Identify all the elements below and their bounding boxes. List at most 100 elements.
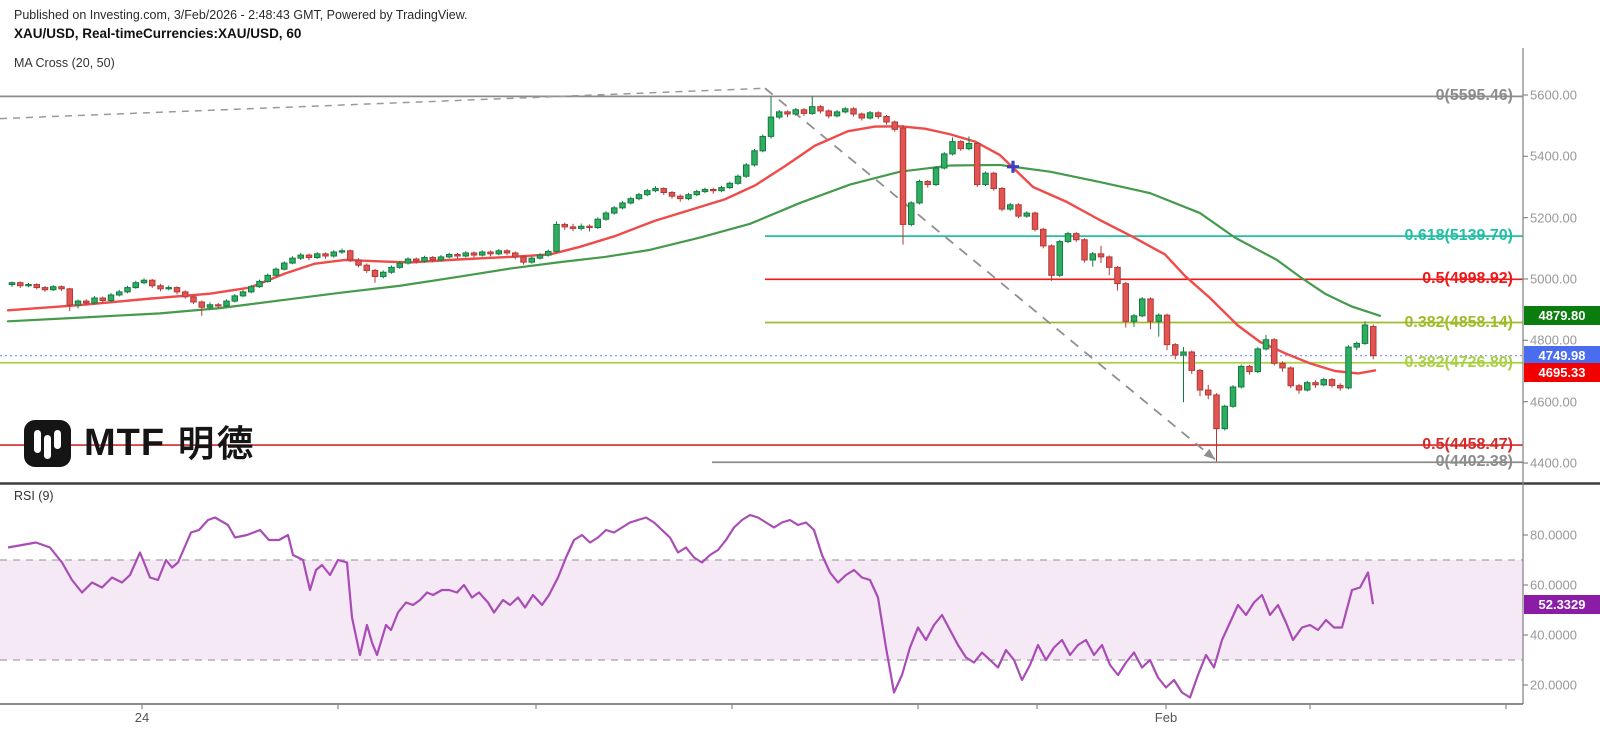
- time-axis[interactable]: [0, 704, 1523, 734]
- candle-body: [1040, 228, 1047, 247]
- candle-body: [371, 269, 379, 278]
- candle-body: [421, 257, 428, 262]
- candle-body: [1106, 256, 1113, 268]
- candle-body: [305, 254, 313, 259]
- candle-body: [512, 252, 519, 258]
- candle-body: [1337, 384, 1344, 389]
- candle-body: [949, 141, 956, 155]
- candle-body: [998, 188, 1006, 210]
- candle-body: [1015, 204, 1022, 217]
- candle-body: [446, 253, 453, 258]
- candle-body: [157, 285, 164, 290]
- candle-body: [545, 250, 552, 256]
- candle-body: [107, 294, 115, 301]
- x-axis-label: 24: [134, 710, 150, 725]
- candle-body: [1097, 253, 1105, 258]
- candle-body: [668, 192, 676, 197]
- candle-body: [825, 110, 832, 117]
- candle-body: [1345, 346, 1352, 389]
- candle-body: [784, 111, 791, 115]
- candle-body: [41, 287, 49, 291]
- candle-body: [957, 141, 964, 150]
- candle-body: [347, 250, 354, 261]
- candle-body: [561, 223, 568, 228]
- candle-body: [470, 252, 478, 256]
- candle-body: [206, 304, 214, 308]
- candle-body: [1229, 386, 1237, 407]
- candle-body: [974, 142, 981, 186]
- candle-body: [586, 225, 593, 228]
- candle-body: [1139, 298, 1146, 317]
- candle-body: [1007, 204, 1014, 210]
- candle-body: [652, 188, 659, 192]
- candle-body: [792, 109, 799, 115]
- candle-body: [74, 300, 82, 306]
- candle-body: [380, 271, 387, 278]
- candle-body: [1328, 379, 1336, 386]
- candle-body: [173, 287, 181, 293]
- trendline-arrowhead: [1203, 448, 1215, 460]
- candle-body: [1320, 379, 1327, 386]
- candle-body: [272, 268, 280, 276]
- candle-body: [1304, 382, 1311, 391]
- candle-body: [1295, 385, 1303, 391]
- candle-body: [454, 253, 461, 257]
- ma20-line[interactable]: [6, 125, 1377, 375]
- candle-body: [883, 115, 890, 123]
- candle-body: [644, 190, 651, 196]
- candle-body: [1130, 315, 1138, 322]
- candle-body: [611, 207, 618, 214]
- candle-body: [338, 250, 346, 253]
- candle-body: [182, 291, 189, 298]
- candle-body: [578, 225, 585, 229]
- candle-body: [693, 191, 700, 196]
- candle-body: [1056, 241, 1063, 276]
- candle-body: [33, 284, 40, 289]
- candle-body: [8, 282, 16, 286]
- ma-cross-label: MA Cross (20, 50): [14, 56, 115, 70]
- candle-body: [602, 212, 610, 220]
- candle-body: [388, 266, 395, 273]
- fib-level-label: 0.382(4858.14): [1404, 313, 1513, 331]
- price-axis[interactable]: [1523, 48, 1600, 704]
- candle-body: [116, 291, 123, 296]
- candle-body: [990, 172, 997, 190]
- candle-body: [99, 297, 106, 301]
- candle-body: [594, 218, 601, 228]
- candle-body: [726, 182, 733, 189]
- trendline-dashed[interactable]: [0, 87, 766, 120]
- candle-body: [91, 297, 98, 304]
- candle-body: [330, 251, 337, 257]
- candle-body: [239, 291, 247, 297]
- candle-body: [1238, 365, 1245, 388]
- candle-body: [809, 106, 816, 114]
- candle-body: [165, 287, 172, 290]
- candle-body: [842, 108, 849, 113]
- candle-body: [58, 286, 65, 290]
- logo-text-latin: MTF: [84, 422, 166, 464]
- candle-body: [932, 167, 940, 186]
- ma50-line[interactable]: [6, 163, 1382, 323]
- candle-body: [908, 202, 915, 225]
- candle-body: [776, 111, 783, 118]
- trendline-dashed[interactable]: [764, 87, 1216, 461]
- candle-body: [479, 251, 486, 256]
- rsi-line[interactable]: [7, 513, 1375, 699]
- candle-body: [850, 108, 857, 115]
- candle-body: [866, 112, 874, 119]
- rsi-axis-label: 40.0000: [1530, 627, 1577, 643]
- candle-body: [215, 304, 222, 307]
- price-badge: 4749.98: [1524, 346, 1600, 366]
- rsi-value-badge: 52.3329: [1524, 594, 1600, 614]
- fib-level-label: 0.5(4998.92): [1422, 270, 1513, 288]
- candle-body: [190, 296, 197, 303]
- candle-body: [437, 256, 445, 261]
- candle-body: [1114, 266, 1121, 285]
- candle-body: [1081, 239, 1088, 261]
- candle-body: [858, 113, 865, 119]
- rsi-band: [0, 560, 1523, 660]
- logo-pill: [44, 435, 51, 459]
- candle-body: [1089, 253, 1096, 261]
